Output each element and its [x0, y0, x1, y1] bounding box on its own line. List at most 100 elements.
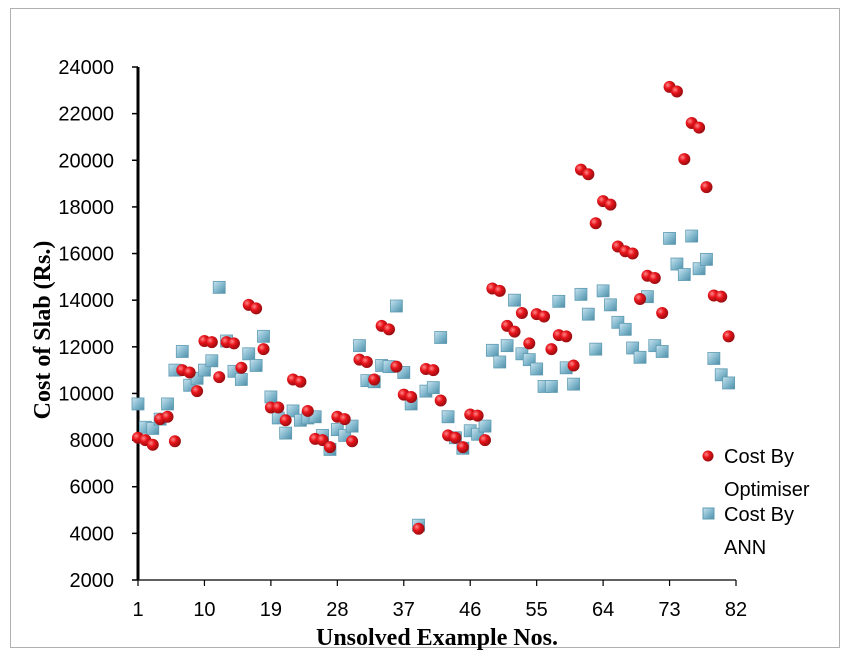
ann-point	[131, 397, 145, 411]
y-axis-title: Cost of Slab (Rs.)	[30, 241, 56, 420]
optimiser-point	[434, 394, 447, 407]
ann-point	[279, 426, 293, 440]
ann-point	[670, 257, 684, 271]
ann-point	[618, 322, 632, 336]
optimiser-point	[589, 217, 602, 230]
y-tick-label: 22000	[58, 104, 114, 126]
ann-point	[567, 377, 580, 391]
ann-point	[552, 294, 566, 308]
optimiser-point	[405, 390, 418, 403]
x-axis-ticks: 1 10 19 28 37 46 55 64 73 82	[132, 580, 747, 621]
ann-point	[441, 410, 455, 424]
x-tick-label: 1	[132, 599, 143, 621]
ann-point	[663, 231, 676, 245]
legend-optimiser-label-line2: Optimiser	[724, 479, 810, 501]
legend-ann-marker	[702, 507, 715, 520]
ann-point	[677, 268, 691, 281]
optimiser-point	[471, 409, 484, 422]
x-tick-label: 82	[725, 599, 747, 621]
ann-point	[707, 352, 721, 365]
optimiser-point	[648, 272, 661, 285]
optimiser-point	[257, 343, 270, 356]
optimiser-point	[390, 360, 403, 373]
x-tick-label: 10	[193, 599, 215, 621]
optimiser-point	[715, 290, 728, 303]
optimiser-point	[538, 310, 551, 323]
optimiser-point	[456, 441, 469, 454]
legend: Cost By Optimiser Cost By ANN	[702, 446, 810, 559]
optimiser-point	[670, 85, 683, 98]
y-tick-label: 18000	[58, 197, 114, 219]
optimiser-point	[634, 293, 647, 306]
optimiser-point	[515, 307, 528, 320]
ann-point	[589, 342, 603, 356]
ann-point	[426, 381, 440, 395]
ann-point	[478, 419, 492, 433]
optimiser-point	[213, 371, 226, 384]
optimiser-point	[693, 121, 706, 134]
ann-point	[574, 287, 588, 301]
ann-point	[212, 280, 226, 294]
optimiser-point	[360, 355, 373, 368]
ann-point	[389, 299, 403, 313]
y-tick-label: 12000	[58, 337, 114, 359]
optimiser-point	[191, 385, 204, 398]
optimiser-point	[626, 247, 639, 260]
ann-point	[485, 343, 499, 357]
optimiser-point	[523, 337, 536, 350]
optimiser-point	[227, 337, 240, 350]
y-axis-ticks: 2000 4000 6000 8000 10000 12000 14000 16000 1800…	[58, 57, 138, 592]
ann-point	[175, 345, 189, 358]
ann-point	[234, 373, 248, 386]
ann-point	[500, 339, 514, 353]
ann-point	[434, 331, 448, 344]
optimiser-point	[582, 168, 595, 181]
optimiser-point	[250, 302, 263, 315]
optimiser-point	[478, 434, 491, 447]
legend-ann-label-line1: Cost By	[724, 504, 794, 526]
ann-point	[633, 350, 647, 364]
ann-point	[530, 362, 544, 376]
legend-optimiser-label-line1: Cost By	[724, 446, 794, 468]
optimiser-point	[183, 366, 196, 379]
ann-point	[353, 339, 366, 353]
optimiser-point	[301, 404, 314, 417]
optimiser-point	[294, 375, 307, 388]
ann-point	[685, 229, 699, 243]
y-tick-label: 4000	[70, 523, 115, 545]
legend-ann-label-line2: ANN	[724, 537, 766, 559]
y-tick-label: 14000	[58, 290, 114, 312]
ann-point	[655, 345, 669, 358]
optimiser-point	[346, 435, 359, 448]
optimiser-point	[338, 413, 351, 426]
optimiser-point	[493, 284, 506, 297]
ann-point	[508, 293, 521, 307]
series-optimiser	[132, 80, 735, 535]
x-tick-label: 55	[526, 599, 548, 621]
x-tick-label: 19	[260, 599, 282, 621]
optimiser-point	[161, 410, 174, 423]
legend-optimiser-marker	[702, 450, 714, 462]
y-tick-label: 10000	[58, 383, 114, 405]
optimiser-point	[168, 435, 181, 448]
x-axis-title: Unsolved Example Nos.	[316, 625, 558, 650]
ann-point	[700, 252, 713, 266]
ann-point	[493, 355, 507, 369]
ann-point	[722, 376, 736, 390]
y-tick-label: 20000	[58, 150, 114, 172]
optimiser-point	[272, 401, 285, 414]
ann-point	[604, 298, 617, 312]
series-ann	[131, 229, 736, 532]
optimiser-point	[235, 361, 248, 374]
chart-frame	[10, 8, 840, 648]
ann-point	[249, 359, 263, 372]
optimiser-point	[508, 325, 521, 338]
ann-point	[581, 307, 595, 321]
optimiser-point	[146, 438, 159, 451]
x-tick-label: 37	[393, 599, 415, 621]
optimiser-point	[560, 330, 573, 343]
x-tick-label: 73	[658, 599, 680, 621]
optimiser-point	[700, 181, 713, 194]
optimiser-point	[656, 307, 669, 320]
